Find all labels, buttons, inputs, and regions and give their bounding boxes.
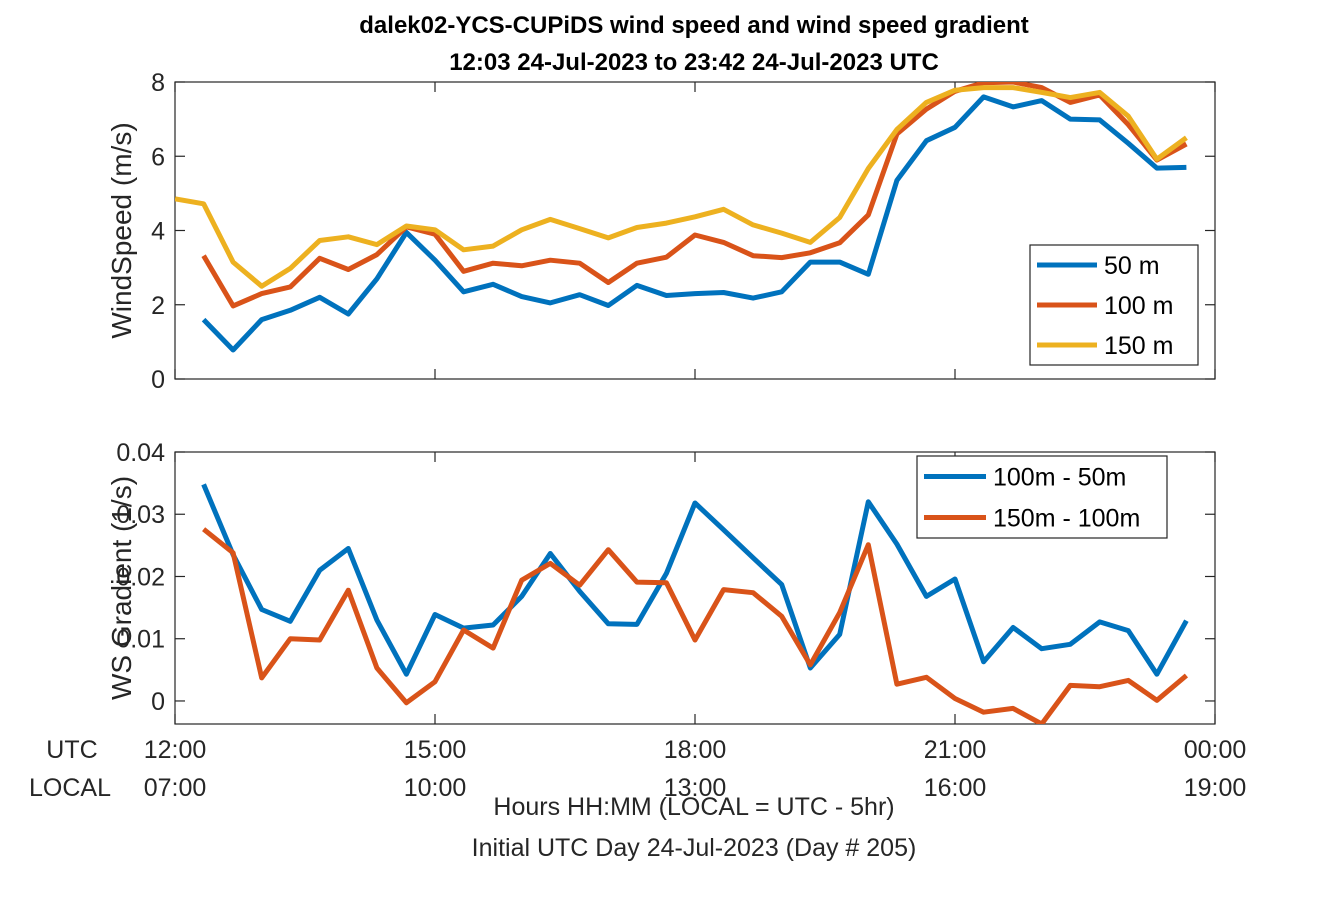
series-line-50m <box>201 94 1187 353</box>
y-tick-label: 0 <box>151 688 165 716</box>
utc-tick-label: 21:00 <box>924 736 987 764</box>
y-tick-label: 0.03 <box>116 501 165 529</box>
series-line-150m <box>175 85 1188 289</box>
local-row-label: LOCAL <box>29 774 111 802</box>
local-tick-label: 16:00 <box>924 774 987 802</box>
legend-label: 100 m <box>1104 292 1173 320</box>
utc-tick-label: 15:00 <box>404 736 467 764</box>
y-axis-label: WS Gradient (1/s) <box>106 476 137 700</box>
y-tick-label: 6 <box>151 143 165 171</box>
legend: 50 m 100 m 150 m <box>1029 244 1199 366</box>
chart-title-line2: 12:03 24-Jul-2023 to 23:42 24-Jul-2023 U… <box>449 49 939 76</box>
series-line-100m-50m <box>201 483 1189 677</box>
local-tick-label: 07:00 <box>144 774 207 802</box>
gradient-panel: 0 0.01 0.02 0.03 0.04 WS Gradient (1/s) 100m -… <box>106 439 1216 725</box>
y-tick-label: 0.01 <box>116 626 165 654</box>
y-tick-label: 0.04 <box>116 439 165 467</box>
y-axis-label: WindSpeed (m/s) <box>106 122 137 338</box>
y-tick-label: 8 <box>151 69 165 97</box>
x-axis-labels: UTC LOCAL 12:00 07:00 15:00 10:00 18:00 13:00… <box>29 736 1246 802</box>
y-tick-label: 0.02 <box>116 563 165 591</box>
local-tick-label: 13:00 <box>664 774 727 802</box>
utc-tick-label: 12:00 <box>144 736 207 764</box>
legend-label: 50 m <box>1104 252 1160 280</box>
local-tick-label: 19:00 <box>1184 774 1247 802</box>
chart-title-line1: dalek02-YCS-CUPiDS wind speed and wind s… <box>359 12 1028 39</box>
y-tick-label: 2 <box>151 292 165 320</box>
y-tick-label: 4 <box>151 218 165 246</box>
legend: 100m - 50m 150m - 100m <box>916 455 1168 539</box>
legend-label: 150m - 100m <box>993 505 1140 533</box>
legend-box <box>916 455 1168 539</box>
utc-tick-label: 00:00 <box>1184 736 1247 764</box>
x-axis-label-line2: Initial UTC Day 24-Jul-2023 (Day # 205) <box>472 834 917 862</box>
legend-label: 100m - 50m <box>993 464 1126 492</box>
series-line-150m-100m <box>202 527 1189 724</box>
utc-tick-label: 18:00 <box>664 736 727 764</box>
local-tick-label: 10:00 <box>404 774 467 802</box>
legend-label: 150 m <box>1104 332 1173 360</box>
utc-row-label: UTC <box>46 736 97 764</box>
windspeed-panel: 0 2 4 6 8 WindSpeed (m/s) 50 m 100 m 150 m <box>106 69 1216 394</box>
y-tick-label: 0 <box>151 366 165 394</box>
series-line-100m <box>201 82 1188 309</box>
x-axis-label-line1: Hours HH:MM (LOCAL = UTC - 5hr) <box>493 793 894 821</box>
